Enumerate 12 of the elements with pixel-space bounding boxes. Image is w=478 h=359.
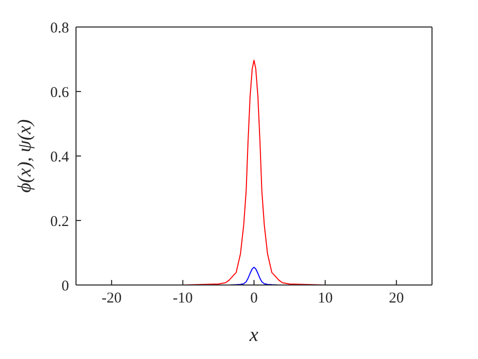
- x-axis-title: x: [248, 324, 259, 346]
- y-axis-title: ϕ(x), ψ(x): [14, 119, 36, 193]
- x-tick-label: -10: [172, 290, 193, 307]
- y-tick-label: 0.8: [50, 20, 69, 36]
- y-tick-label: 0.6: [50, 84, 70, 101]
- y-tick-label: 0.2: [50, 214, 69, 230]
- x-tick-label: -20: [102, 290, 122, 307]
- x-tick-label: 10: [318, 290, 333, 307]
- x-tick-label: 0: [250, 290, 258, 307]
- y-tick-label: 0: [62, 278, 69, 294]
- y-tick-label: 0.4: [50, 149, 70, 166]
- x-tick-label: 20: [388, 290, 404, 307]
